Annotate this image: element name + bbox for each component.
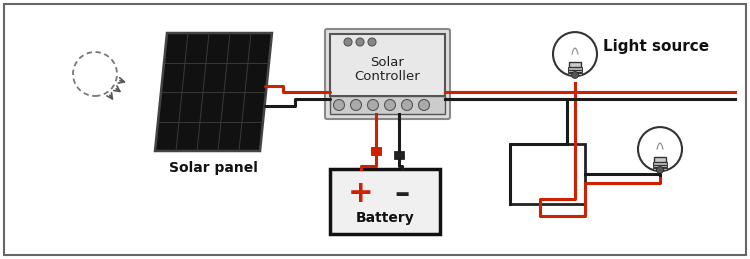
Text: Battery: Battery bbox=[356, 211, 415, 225]
Bar bbox=[568, 62, 581, 67]
Bar bbox=[371, 147, 381, 155]
Bar bbox=[653, 162, 667, 164]
Bar bbox=[568, 70, 582, 72]
Text: Light source: Light source bbox=[603, 39, 709, 54]
Circle shape bbox=[385, 99, 395, 111]
Text: –: – bbox=[394, 179, 410, 208]
Circle shape bbox=[572, 71, 578, 78]
Circle shape bbox=[350, 99, 361, 111]
Bar bbox=[654, 157, 666, 162]
Bar bbox=[568, 73, 582, 75]
Circle shape bbox=[368, 99, 379, 111]
Text: Controller: Controller bbox=[355, 69, 421, 83]
Circle shape bbox=[419, 99, 430, 111]
Bar bbox=[653, 168, 667, 170]
Bar bbox=[568, 67, 582, 69]
Circle shape bbox=[344, 38, 352, 46]
Circle shape bbox=[368, 38, 376, 46]
Text: +: + bbox=[348, 179, 374, 208]
Circle shape bbox=[656, 167, 664, 174]
Circle shape bbox=[401, 99, 412, 111]
Bar bbox=[394, 151, 404, 159]
Circle shape bbox=[356, 38, 364, 46]
Polygon shape bbox=[155, 33, 272, 151]
Bar bbox=[510, 144, 585, 204]
Bar bbox=[653, 165, 667, 167]
Circle shape bbox=[334, 99, 344, 111]
Bar bbox=[330, 34, 445, 96]
Text: Solar: Solar bbox=[370, 55, 404, 68]
FancyBboxPatch shape bbox=[325, 29, 450, 119]
Bar bbox=[330, 96, 445, 114]
Bar bbox=[330, 169, 440, 234]
Text: Solar panel: Solar panel bbox=[169, 161, 258, 175]
